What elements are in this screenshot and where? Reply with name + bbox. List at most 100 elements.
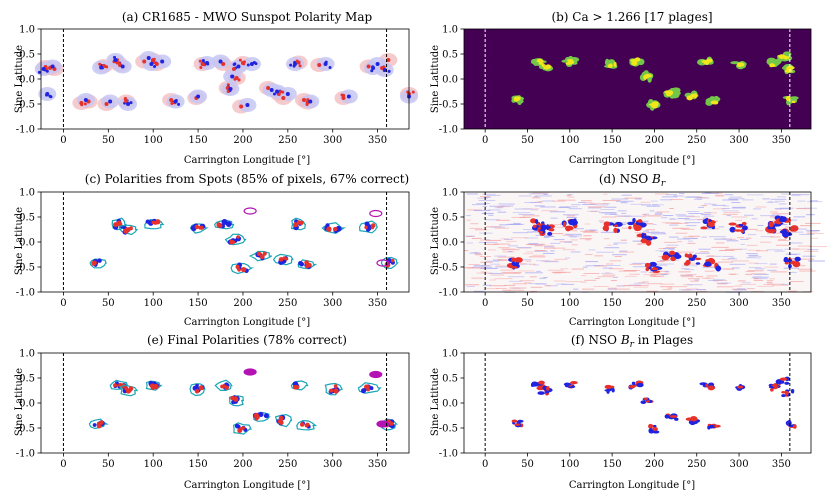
panel-a-y-tick-label: 0.5 xyxy=(19,50,35,61)
background-field-streak xyxy=(613,242,628,244)
background-field-streak xyxy=(620,239,627,241)
positive-polarity-patch xyxy=(220,384,224,389)
plage-polarity-region xyxy=(189,223,209,234)
background-field-streak xyxy=(731,260,749,262)
plage-region xyxy=(705,95,721,106)
background-field-streak xyxy=(640,271,648,273)
background-field-streak xyxy=(772,213,789,215)
background-field-streak xyxy=(529,193,547,195)
background-field-streak xyxy=(700,251,709,253)
panel-c-xlabel: Carrington Longitude [°] xyxy=(184,317,310,328)
negative-spot-point xyxy=(323,62,328,66)
background-field-streak xyxy=(640,201,651,203)
background-field-streak xyxy=(557,199,576,201)
active-region-patch xyxy=(694,257,702,261)
background-field-streak xyxy=(563,214,579,216)
unassigned-plage-contour xyxy=(243,207,257,215)
background-field-streak xyxy=(766,249,783,251)
background-field-streak xyxy=(721,259,730,261)
active-region-patch xyxy=(715,265,722,272)
negative-spot-point xyxy=(230,74,235,79)
active-region-field xyxy=(636,232,658,246)
background-field-streak xyxy=(755,263,768,265)
background-field-streak xyxy=(583,202,593,204)
background-field-streak xyxy=(604,206,617,208)
background-field-streak xyxy=(597,276,615,278)
background-field-streak xyxy=(721,282,731,284)
background-field-streak xyxy=(663,248,675,250)
background-field-streak xyxy=(465,215,471,217)
panel-c-x-tick-label: 350 xyxy=(368,298,387,309)
active-region-field xyxy=(537,224,555,236)
background-field-streak xyxy=(660,260,670,262)
active-region-patch xyxy=(738,223,744,227)
background-field-streak xyxy=(553,280,566,282)
background-field-streak xyxy=(676,241,682,243)
background-field-streak xyxy=(690,280,699,282)
background-field-streak xyxy=(698,248,711,250)
background-field-streak xyxy=(541,210,558,212)
panel-b-x-tick-label: 350 xyxy=(772,135,791,146)
background-field-streak xyxy=(751,273,767,275)
active-region-field xyxy=(506,257,523,270)
plage-field-patch xyxy=(793,424,797,429)
panel-c-x-tick-label: 0 xyxy=(60,298,66,309)
background-field-streak xyxy=(746,288,755,290)
background-field-streak xyxy=(543,277,548,279)
background-field-streak xyxy=(686,284,703,286)
background-field-streak xyxy=(769,236,781,238)
background-field-streak xyxy=(589,229,598,231)
panel-b-x-tick-label: 150 xyxy=(603,135,622,146)
panel-b-x-tick-label: 250 xyxy=(687,135,706,146)
panel-f-plot: 0 50 100 150 200 250 300 350 -1.0 -0.5 0.0 0.5 1.0 xyxy=(439,349,812,470)
active-region-patch xyxy=(645,240,652,246)
positive-spot-point xyxy=(226,89,230,93)
background-field-streak xyxy=(724,194,734,196)
background-field-streak xyxy=(793,248,809,250)
plage-polarity-region xyxy=(358,220,379,234)
background-field-streak xyxy=(686,216,700,218)
background-field-streak xyxy=(530,290,538,292)
background-field-streak xyxy=(564,241,573,243)
positive-polarity-patch xyxy=(366,387,370,392)
background-field-streak xyxy=(660,274,668,276)
background-field-streak xyxy=(583,272,600,274)
plage-polarity-region xyxy=(297,259,318,270)
positive-spot-point xyxy=(306,98,310,102)
background-field-streak xyxy=(490,274,505,276)
background-field-streak xyxy=(716,286,734,288)
background-field-streak xyxy=(688,235,700,237)
background-field-streak xyxy=(552,200,566,202)
background-field-streak xyxy=(684,219,702,221)
plage-polarity-region xyxy=(89,258,107,269)
plage-core xyxy=(686,95,694,101)
background-field-streak xyxy=(654,193,669,195)
background-field-streak xyxy=(624,275,637,277)
negative-spot-point xyxy=(308,99,313,104)
background-field-streak xyxy=(465,284,480,286)
background-field-streak xyxy=(503,238,513,240)
background-field-streak xyxy=(671,222,689,224)
background-field-streak xyxy=(511,216,526,218)
background-field-streak xyxy=(697,219,703,221)
background-field-streak xyxy=(715,279,728,281)
background-field-streak xyxy=(500,238,510,240)
background-field-streak xyxy=(710,262,720,264)
panel-f-xlabel: Carrington Longitude [°] xyxy=(569,480,695,491)
background-field-streak xyxy=(662,289,672,291)
background-field-streak xyxy=(613,243,618,245)
panel-f-title-prefix: (f) NSO xyxy=(571,333,621,347)
background-field-streak xyxy=(519,280,535,282)
background-field-streak xyxy=(665,247,677,249)
background-field-streak xyxy=(556,226,568,228)
panel-d-x-tick-label: 100 xyxy=(560,298,579,309)
plage-contour xyxy=(89,258,107,269)
panel-e-y-tick-label: 0.5 xyxy=(19,374,35,385)
plage-polarity-region xyxy=(118,224,139,236)
background-field-streak xyxy=(734,285,743,287)
panel-e-x-tick-label: 300 xyxy=(323,459,342,470)
background-field-streak xyxy=(494,255,507,257)
panel-b-background xyxy=(464,29,811,129)
active-region-patch xyxy=(788,264,792,269)
background-field-streak xyxy=(777,196,786,198)
